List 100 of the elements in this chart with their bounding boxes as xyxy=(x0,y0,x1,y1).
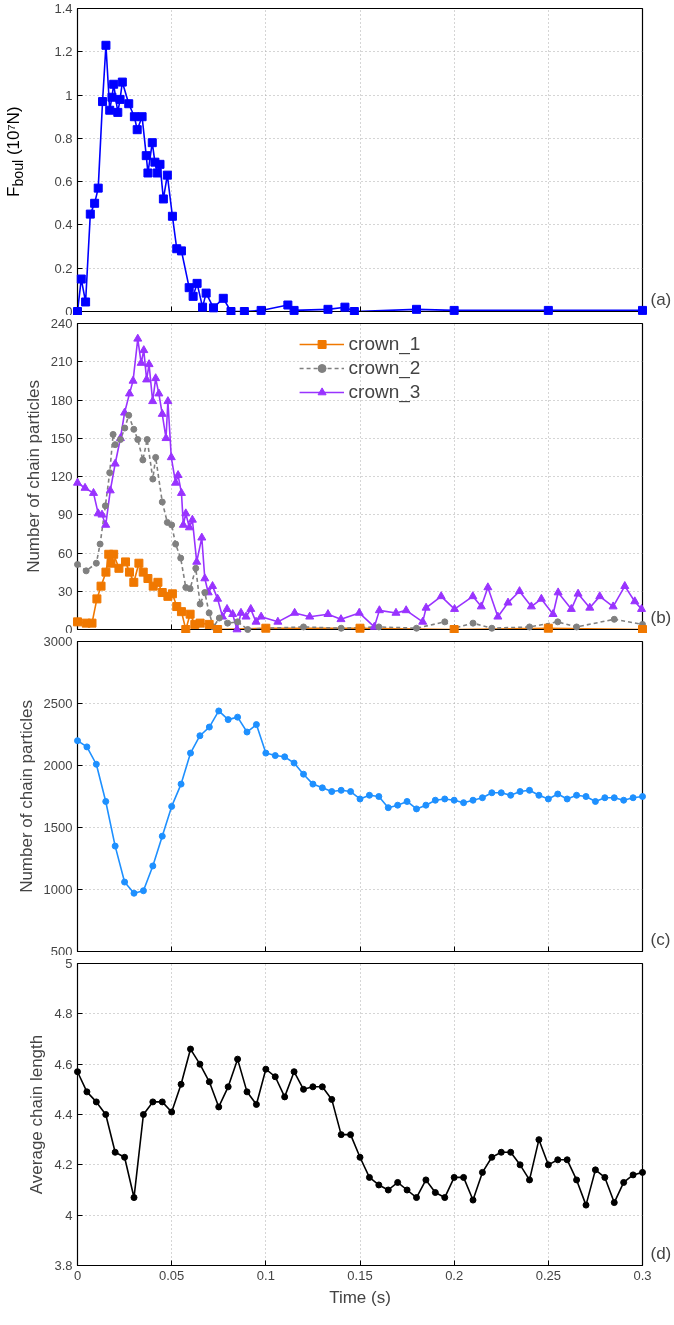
point xyxy=(488,624,496,632)
y-tick-label: 4 xyxy=(65,1207,73,1223)
point xyxy=(114,563,124,573)
x-tick-label: 0.1 xyxy=(256,1267,275,1283)
y-tick-label: 1.4 xyxy=(54,1,73,16)
y-tick-label: 0 xyxy=(65,621,73,637)
point xyxy=(115,94,125,104)
point xyxy=(143,574,153,583)
text: (c) xyxy=(650,929,671,949)
y-tick-label: 4.2 xyxy=(54,1157,73,1173)
point xyxy=(449,305,459,315)
y-axis-title: Number of chain particles xyxy=(16,700,36,893)
point xyxy=(234,618,242,626)
x-tick-label: 0.05 xyxy=(159,1267,185,1283)
point xyxy=(610,615,618,623)
point xyxy=(340,302,350,312)
y-tick-label: 30 xyxy=(58,583,73,599)
point xyxy=(355,623,365,633)
point xyxy=(413,624,420,632)
point xyxy=(117,77,127,87)
x-tick-label: 0.25 xyxy=(535,1267,561,1283)
y-tick-label: 0.4 xyxy=(54,217,73,233)
point xyxy=(74,560,81,568)
point xyxy=(184,283,194,293)
point xyxy=(213,625,223,633)
point xyxy=(543,623,553,633)
point xyxy=(300,623,307,631)
point xyxy=(543,305,553,315)
point xyxy=(101,40,111,50)
x-tick-label: 0.3 xyxy=(633,1267,652,1283)
legend-label: crown_1 xyxy=(348,333,421,355)
point xyxy=(218,293,228,303)
y-tick-label: 4.6 xyxy=(54,1056,73,1072)
point xyxy=(226,307,236,315)
point xyxy=(638,305,647,315)
point xyxy=(76,274,86,284)
point xyxy=(134,558,144,568)
point xyxy=(73,617,82,627)
point xyxy=(82,567,90,575)
point xyxy=(129,577,139,587)
y-tick-label: 60 xyxy=(58,545,73,561)
point xyxy=(143,436,151,444)
point xyxy=(153,577,163,587)
point xyxy=(121,424,129,432)
point xyxy=(192,564,200,572)
point xyxy=(441,618,449,626)
point xyxy=(349,307,359,315)
y-tick-label: 0.6 xyxy=(54,174,73,190)
point xyxy=(137,112,147,122)
point xyxy=(147,138,157,148)
y-tick-label: 500 xyxy=(50,943,73,959)
point xyxy=(92,594,102,604)
point xyxy=(109,430,117,438)
text: (a) xyxy=(650,289,672,309)
y-tick-label: 0 xyxy=(65,303,73,319)
point xyxy=(573,623,581,631)
y-tick-label: 3.8 xyxy=(54,1258,73,1273)
point xyxy=(224,619,232,627)
point xyxy=(92,559,100,567)
point xyxy=(469,619,477,627)
y-tick-label: 5 xyxy=(65,956,73,971)
point xyxy=(109,549,119,559)
point xyxy=(172,540,180,548)
point xyxy=(256,305,266,315)
point xyxy=(554,618,562,626)
point xyxy=(526,623,533,631)
point xyxy=(195,618,205,628)
point xyxy=(152,168,162,178)
y-tick-label: 1 xyxy=(65,87,73,103)
point xyxy=(177,554,185,562)
point xyxy=(167,589,177,599)
point xyxy=(168,521,176,529)
point xyxy=(113,107,123,117)
point xyxy=(124,99,134,109)
point xyxy=(109,79,119,89)
point xyxy=(93,183,103,193)
legend-label: crown_2 xyxy=(348,357,421,379)
y-tick-label: 3000 xyxy=(43,634,73,649)
point xyxy=(121,557,131,567)
x-axis-title: Time (s) xyxy=(329,1287,391,1307)
x-tick-label: 0.15 xyxy=(347,1267,373,1283)
point xyxy=(205,609,213,617)
point xyxy=(185,609,195,619)
point xyxy=(105,105,115,115)
point xyxy=(139,456,147,464)
point xyxy=(149,475,157,483)
y-axis-title: Average chain length xyxy=(27,1034,47,1195)
y-tick-label: 1.2 xyxy=(54,44,73,60)
point xyxy=(198,302,208,312)
point xyxy=(188,291,198,301)
point xyxy=(101,567,111,577)
text: (b) xyxy=(650,607,672,627)
point xyxy=(73,307,82,315)
y-tick-label: 1000 xyxy=(43,882,73,897)
point xyxy=(638,625,647,633)
legend-label: crown_3 xyxy=(348,381,421,403)
point xyxy=(152,453,160,461)
point xyxy=(96,540,104,548)
y-tick-label: 210 xyxy=(50,354,73,370)
y-tick-label: 4.8 xyxy=(54,1006,73,1022)
